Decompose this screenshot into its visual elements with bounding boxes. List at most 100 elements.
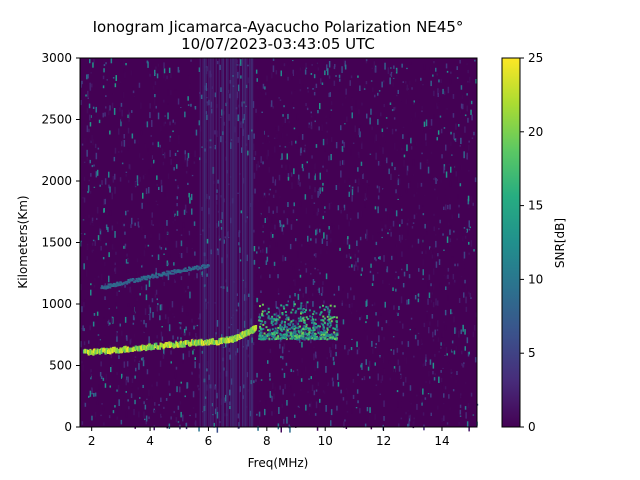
heatmap-cell [293, 202, 295, 207]
heatmap-cell [443, 274, 446, 277]
trace-point [142, 276, 145, 279]
heatmap-cell [449, 197, 451, 202]
heatmap-cell [421, 401, 423, 406]
heatmap-cell [345, 389, 347, 396]
heatmap-cell [468, 291, 470, 295]
heatmap-cell [288, 385, 291, 388]
heatmap-cell [89, 390, 92, 397]
heatmap-cell [119, 323, 121, 327]
heatmap-cell [364, 327, 367, 332]
heatmap-cell [189, 418, 192, 426]
heatmap-cell [385, 208, 387, 212]
heatmap-cell [304, 144, 306, 147]
heatmap-cell [375, 241, 378, 246]
heatmap-cell [164, 314, 167, 320]
heatmap-cell [132, 90, 135, 94]
heatmap-cell [224, 233, 226, 236]
heatmap-cell [406, 299, 408, 305]
spread-echo [286, 329, 289, 332]
heatmap-cell [297, 348, 299, 351]
heatmap-cell [232, 75, 234, 77]
heatmap-cell [323, 222, 325, 225]
heatmap-cell [159, 304, 162, 311]
trace-point [178, 269, 181, 272]
heatmap-cell [430, 299, 433, 303]
heatmap-cell [297, 114, 300, 118]
heatmap-cell [458, 204, 460, 208]
heatmap-cell [196, 155, 198, 159]
spread-echo [265, 334, 268, 337]
heatmap-cell [289, 243, 292, 250]
spread-echo [323, 329, 326, 332]
heatmap-cell [451, 256, 454, 258]
heatmap-cell [471, 137, 474, 139]
heatmap-cell [377, 232, 380, 235]
heatmap-cell [364, 202, 366, 208]
heatmap-cell [287, 202, 289, 207]
heatmap-cell [422, 363, 425, 367]
heatmap-cell [152, 108, 155, 113]
heatmap-cell [145, 415, 148, 422]
heatmap-cell [141, 396, 143, 398]
heatmap-cell [348, 191, 350, 197]
heatmap-cell [216, 130, 219, 137]
heatmap-cell [428, 297, 430, 300]
heatmap-cell [283, 210, 285, 214]
heatmap-cell [416, 403, 418, 410]
heatmap-cell [94, 392, 97, 397]
heatmap-cell [118, 128, 120, 135]
spread-echo [314, 327, 317, 330]
heatmap-cell [157, 141, 160, 148]
spread-echo [289, 321, 292, 324]
heatmap-cell [119, 107, 121, 112]
heatmap-cell [89, 191, 92, 194]
spread-echo [320, 311, 323, 314]
heatmap-cell [288, 164, 291, 170]
heatmap-cell [152, 85, 155, 90]
heatmap-cell [121, 109, 123, 117]
heatmap-cell [107, 372, 109, 376]
heatmap-cell [398, 234, 401, 241]
heatmap-cell [413, 102, 415, 105]
heatmap-cell [154, 81, 157, 85]
heatmap-cell [130, 70, 133, 76]
spread-echo [300, 336, 303, 339]
colorbar-tick-label: 25 [528, 51, 543, 65]
heatmap-cell [387, 232, 389, 235]
heatmap-cell [421, 87, 423, 89]
heatmap-cell [161, 274, 164, 280]
heatmap-cell [261, 327, 263, 335]
heatmap-cell [391, 109, 394, 112]
heatmap-cell [115, 75, 117, 81]
heatmap-cell [328, 226, 330, 230]
heatmap-cell [140, 102, 142, 109]
spread-echo [306, 334, 309, 337]
spread-echo [325, 331, 328, 334]
heatmap-cell [90, 289, 92, 296]
heatmap-cell [448, 163, 450, 166]
heatmap-cell [330, 218, 332, 222]
heatmap-cell [183, 328, 186, 336]
heatmap-cell [184, 154, 187, 161]
heatmap-cell [468, 274, 470, 276]
heatmap-cell [463, 227, 466, 229]
heatmap-cell [400, 98, 402, 102]
heatmap-cell [104, 262, 106, 267]
heatmap-cell [114, 83, 117, 88]
heatmap-cell [201, 311, 203, 315]
heatmap-cell [191, 174, 194, 177]
spread-echo [305, 333, 308, 335]
heatmap-cell [430, 283, 432, 287]
heatmap-cell [420, 339, 423, 345]
heatmap-cell [315, 389, 318, 392]
heatmap-cell [216, 201, 218, 205]
spread-echo [279, 324, 282, 327]
heatmap-cell [301, 294, 303, 300]
heatmap-cell [156, 335, 158, 339]
heatmap-cell [374, 362, 376, 366]
heatmap-cell [323, 391, 326, 394]
heatmap-cell [395, 128, 397, 132]
heatmap-cell [124, 125, 126, 131]
trace-point [188, 267, 191, 270]
